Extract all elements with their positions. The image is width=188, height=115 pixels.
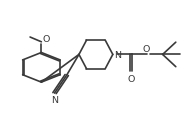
- Text: O: O: [42, 35, 50, 44]
- Text: N: N: [114, 50, 121, 59]
- Text: O: O: [143, 45, 150, 54]
- Text: O: O: [128, 74, 135, 83]
- Text: N: N: [51, 95, 58, 104]
